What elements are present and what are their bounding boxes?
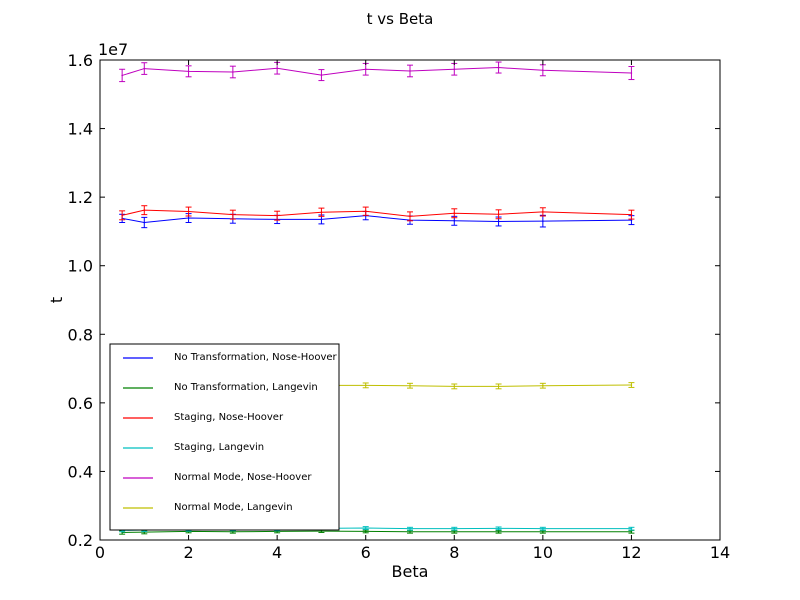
data-point (320, 218, 323, 221)
x-tick-label: 6 (361, 543, 371, 562)
data-point (232, 213, 234, 216)
data-point (542, 384, 544, 387)
x-tick-label: 10 (533, 543, 553, 562)
data-point (409, 215, 411, 218)
data-point (121, 74, 123, 77)
legend-label: No Transformation, Nose-Hoover (174, 352, 338, 363)
x-tick-label: 2 (183, 543, 193, 562)
data-point (542, 527, 544, 530)
data-point (364, 384, 367, 387)
series-2 (119, 205, 635, 222)
data-point (630, 72, 633, 74)
y-tick-label: 1.0 (68, 257, 93, 276)
data-point (497, 213, 500, 216)
data-point (364, 68, 367, 71)
data-point (409, 530, 411, 533)
legend: No Transformation, Nose-Hoover No Transfo… (109, 343, 340, 531)
legend-label: No Transformation, Langevin (174, 382, 318, 393)
data-point (453, 530, 456, 533)
data-point (143, 67, 146, 70)
legend-frame (109, 343, 340, 531)
x-tick-label: 14 (710, 543, 730, 562)
chart-title: t vs Beta (367, 10, 434, 28)
data-point (497, 220, 500, 223)
data-point (409, 384, 411, 387)
data-point (232, 530, 234, 533)
x-tick-label: 8 (449, 543, 459, 562)
data-point (276, 214, 278, 217)
data-point (187, 210, 190, 213)
data-point (409, 527, 411, 530)
data-point (364, 527, 367, 529)
data-point (232, 71, 234, 73)
data-point (497, 385, 500, 388)
legend-label: Normal Mode, Nose-Hoover (174, 472, 312, 483)
series-line (122, 209, 632, 217)
data-point (453, 527, 456, 530)
data-point (320, 211, 323, 214)
x-tick-label: 4 (272, 543, 282, 562)
y-tick-label: 0.8 (68, 325, 93, 344)
data-point (497, 527, 500, 530)
series-line (122, 215, 632, 224)
data-point (542, 69, 544, 72)
y-tick-label: 0.6 (68, 394, 93, 413)
data-point (453, 385, 456, 388)
plot-area-frame (99, 59, 721, 541)
data-point (630, 530, 633, 533)
legend-label: Staging, Langevin (174, 442, 264, 453)
data-point (364, 530, 367, 533)
data-point (320, 530, 323, 532)
y-tick-label: 1.6 (68, 51, 93, 70)
data-point (143, 209, 146, 211)
data-point (276, 67, 278, 70)
y-tick-label: 0.4 (68, 462, 93, 481)
series-line (121, 67, 632, 76)
data-point (542, 211, 544, 213)
data-point (630, 384, 633, 386)
data-point (630, 219, 633, 221)
series-line (122, 530, 632, 533)
data-point (542, 530, 544, 533)
data-point (453, 220, 456, 222)
legend-label: Staging, Nose-Hoover (174, 412, 284, 423)
data-point (364, 210, 367, 212)
y-offset-label: 1e7 (98, 40, 128, 59)
y-tick-label: 0.2 (68, 531, 93, 550)
y-tick-label: 1.2 (68, 188, 93, 207)
data-point (630, 213, 633, 216)
y-axis-title: t (47, 297, 66, 303)
data-point (630, 527, 633, 530)
y-tick-label: 1.4 (68, 120, 93, 139)
data-point (409, 70, 411, 72)
data-point (497, 66, 500, 69)
data-point (497, 530, 500, 533)
x-tick-label: 12 (621, 543, 641, 562)
data-point (143, 221, 146, 224)
x-axis-title: Beta (392, 562, 429, 581)
data-point (320, 74, 323, 76)
data-point (453, 68, 456, 71)
data-point (121, 214, 123, 217)
x-tick-label: 0 (95, 543, 105, 562)
legend-label: Normal Mode, Langevin (174, 502, 293, 513)
series-4 (119, 61, 635, 83)
data-point (542, 220, 544, 222)
data-point (187, 217, 190, 219)
data-point (453, 212, 456, 215)
data-point (187, 70, 190, 73)
axes-layer: 0 2 4 6 8 10 12 14 0.2 0.4 0.6 0.8 1.0 1.2 1.4 1.6 (68, 51, 731, 562)
